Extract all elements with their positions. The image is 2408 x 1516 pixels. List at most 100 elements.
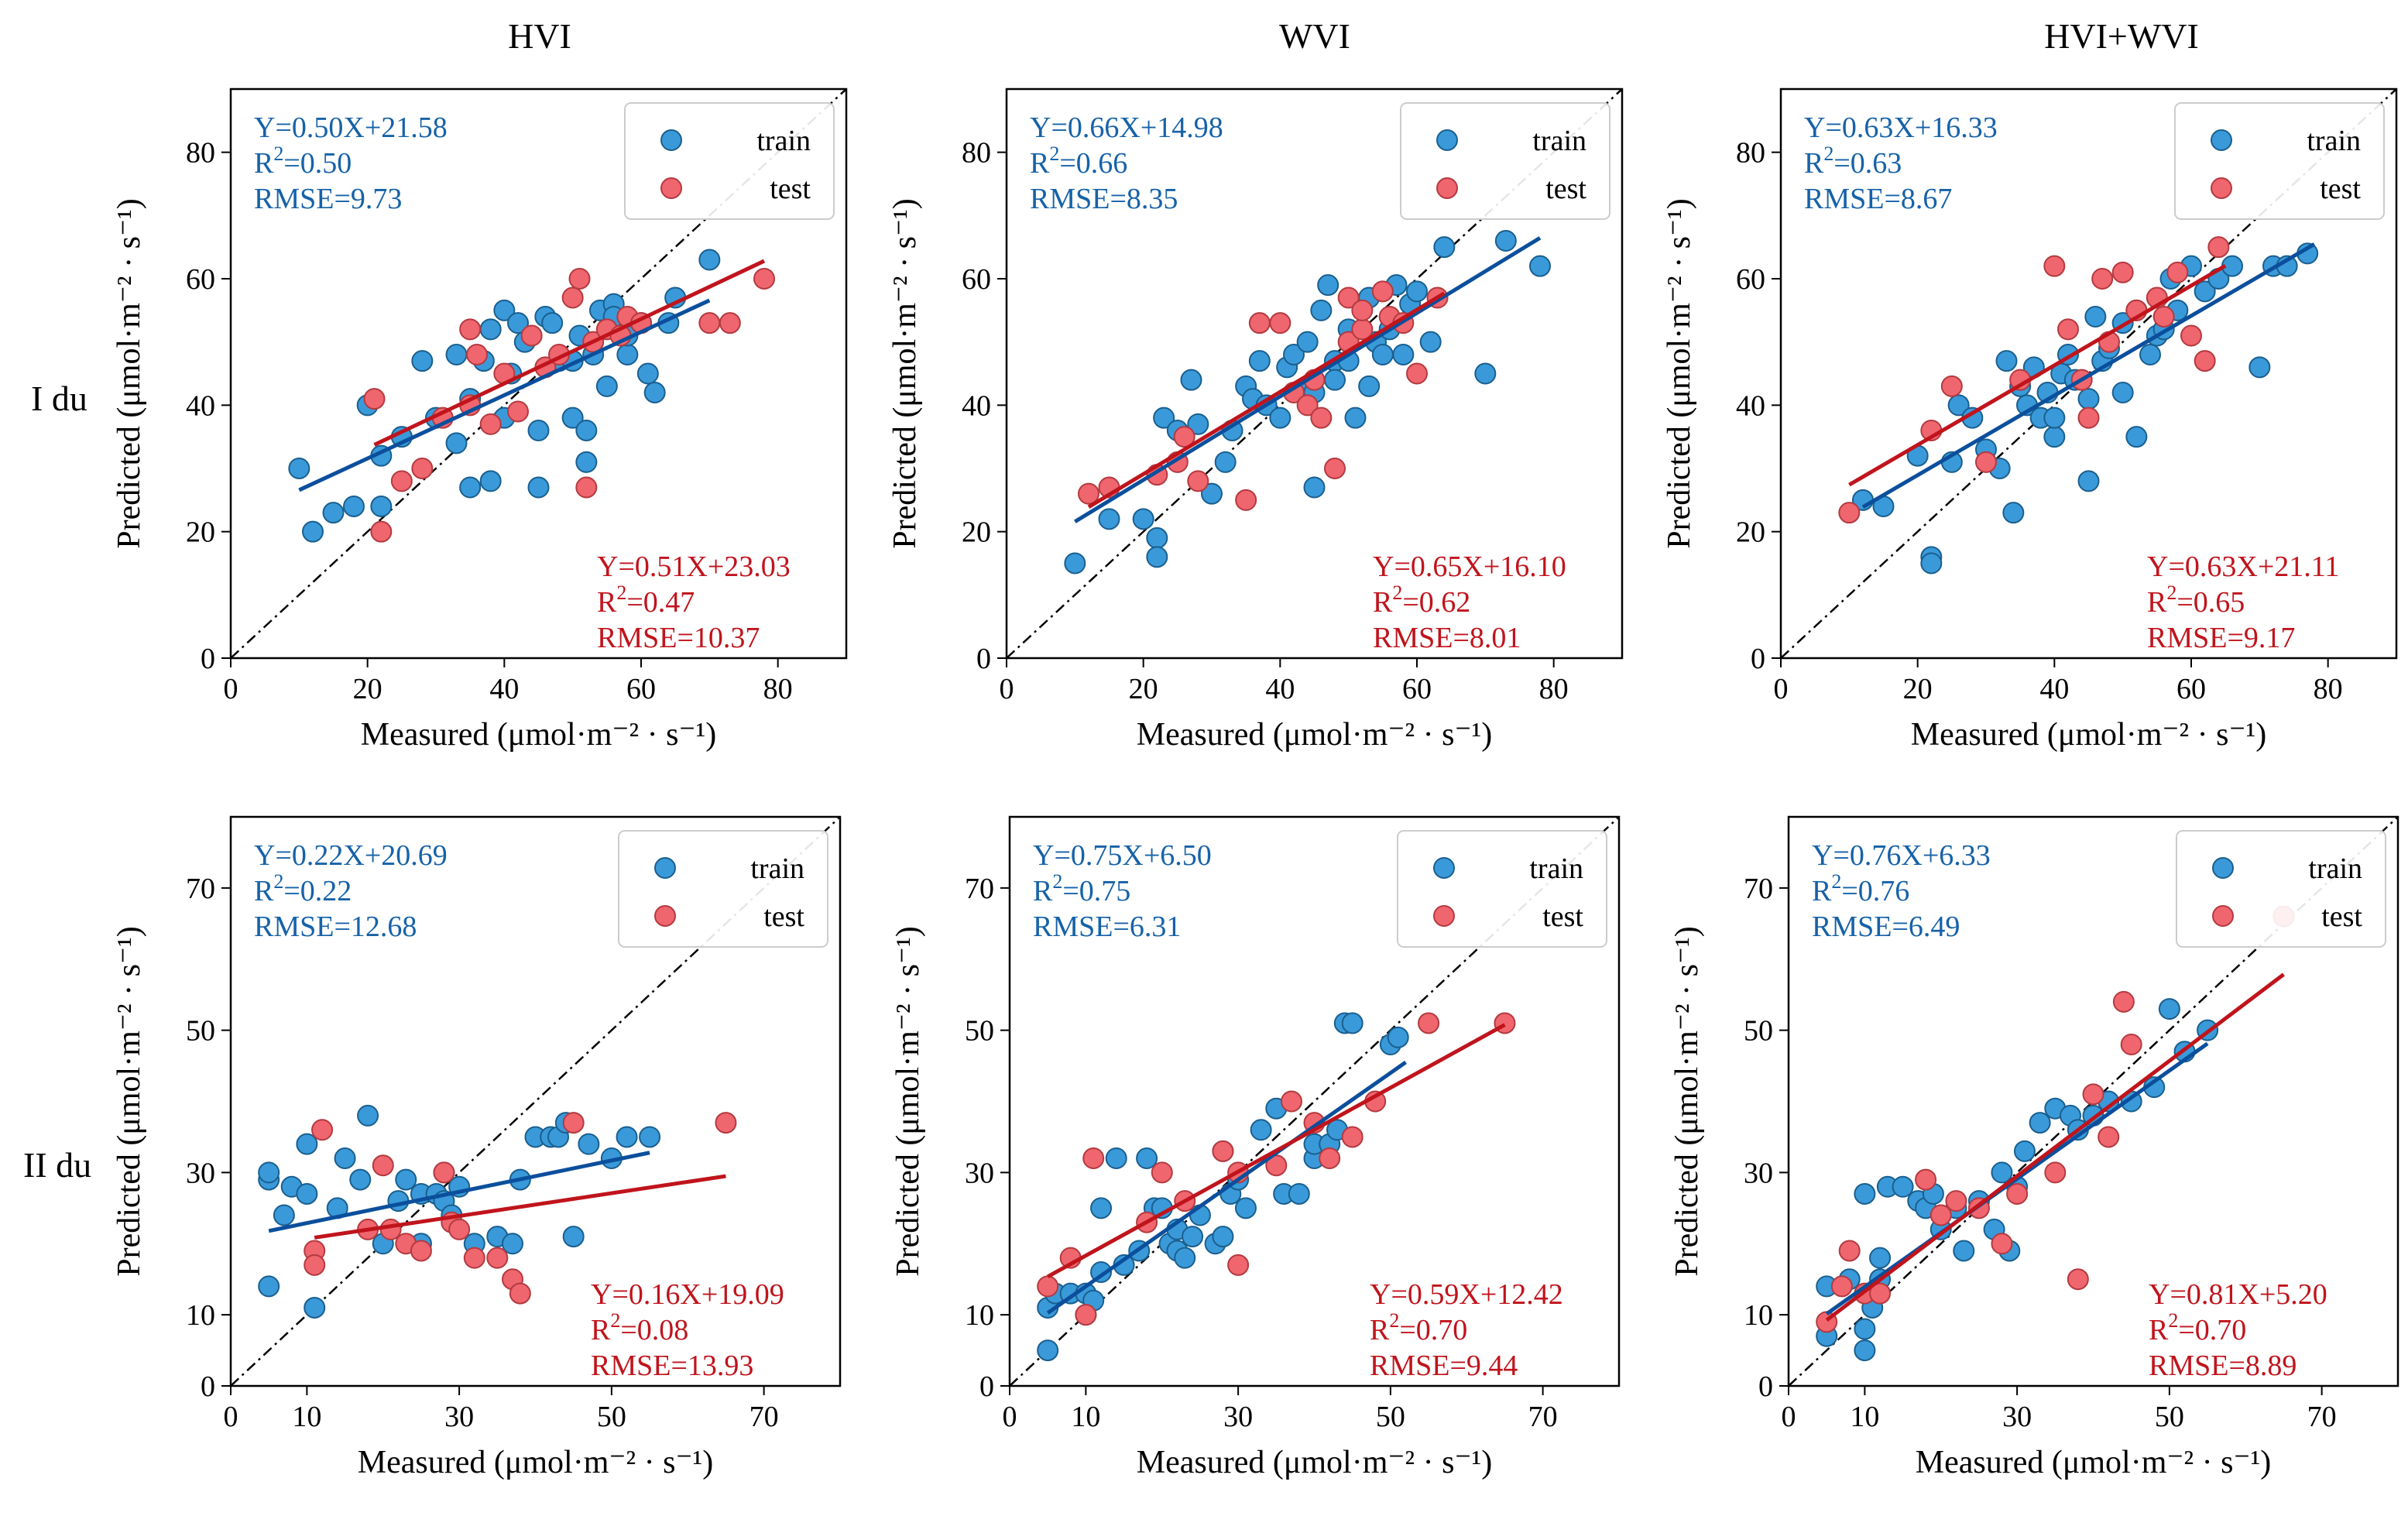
x-tick-label: 40	[489, 673, 519, 705]
train-rmse: RMSE=6.49	[1812, 911, 1960, 943]
legend-train-marker	[660, 129, 682, 151]
legend-test-marker	[2211, 177, 2232, 199]
x-tick-label: 10	[1071, 1401, 1100, 1433]
train-point	[1064, 552, 1086, 575]
train-point	[1341, 1012, 1364, 1034]
y-tick-label: 20	[1736, 516, 1765, 549]
x-tick-label: 30	[1223, 1401, 1253, 1433]
train-point	[1344, 406, 1367, 429]
test-point	[1212, 1140, 1234, 1162]
train-point	[334, 1147, 356, 1169]
y-tick-label: 0	[1758, 1370, 1773, 1403]
x-tick-label: 0	[224, 673, 238, 705]
train-point	[493, 299, 516, 321]
train-point	[2111, 382, 2134, 403]
panel-i-du-hvi: 0 20 40 60 80 0 20 40 60 80 Measured (μmol·m⁻² · s…	[111, 87, 848, 753]
y-tick-label: 30	[186, 1157, 215, 1189]
test-equation: Y=0.81X+5.20	[2149, 1278, 2327, 1311]
legend-train-label: train	[1532, 125, 1586, 157]
test-rmse: RMSE=10.37	[597, 622, 760, 654]
train-point	[616, 1126, 638, 1148]
identity-line	[1010, 817, 1619, 1386]
test-point	[463, 1247, 485, 1269]
train-rmse: RMSE=6.31	[1033, 911, 1181, 943]
test-point	[2180, 324, 2202, 347]
test-point	[1341, 1126, 1364, 1148]
panel-i-du-wvi: 0 20 40 60 80 0 20 40 60 80 Measured (μmol·m⁻² · s…	[887, 87, 1624, 753]
x-tick-label: 80	[2314, 673, 2343, 705]
test-r2: R2=0.62	[1373, 581, 1470, 619]
test-point	[1319, 1147, 1341, 1169]
y-tick-label: 0	[201, 643, 215, 675]
train-fit-line	[268, 1151, 650, 1233]
test-point	[1929, 1204, 1952, 1226]
train-point	[1953, 1240, 1975, 1262]
x-tick-label: 0	[1003, 1401, 1017, 1433]
train-point	[1214, 451, 1237, 473]
test-equation: Y=0.59X+12.42	[1370, 1278, 1563, 1311]
y-tick-label: 40	[962, 389, 991, 422]
x-tick-label: 60	[1402, 673, 1432, 705]
train-point	[1991, 1161, 2013, 1184]
test-point	[1371, 280, 1394, 303]
train-point	[445, 344, 468, 365]
train-point	[1387, 1026, 1409, 1048]
train-rmse: RMSE=12.68	[254, 911, 417, 943]
test-rmse: RMSE=8.89	[2149, 1350, 2297, 1382]
train-point	[1146, 546, 1168, 568]
train-point	[1234, 1197, 1257, 1219]
test-point	[2006, 1182, 2029, 1205]
y-tick-label: 30	[1744, 1157, 1773, 1189]
train-fit-line	[298, 298, 711, 492]
x-tick-label: 30	[2002, 1401, 2032, 1433]
x-tick-label: 60	[2176, 673, 2206, 705]
row-label-i-du: I du	[31, 379, 87, 418]
train-point	[395, 1168, 417, 1191]
x-tick-label: 20	[1129, 673, 1158, 705]
train-point	[1132, 508, 1154, 530]
y-tick-label: 0	[976, 643, 991, 675]
test-point	[509, 1282, 531, 1305]
train-point	[1090, 1197, 1113, 1219]
test-point	[1838, 502, 1861, 524]
x-axis-label: Measured (μmol·m⁻² · s⁻¹)	[1916, 1445, 2271, 1480]
train-point	[1180, 369, 1202, 391]
train-point	[1995, 350, 2018, 372]
legend-train-label: train	[2307, 125, 2361, 157]
train-point	[1201, 482, 1223, 505]
test-point	[2166, 261, 2189, 283]
test-equation: Y=0.16X+19.09	[591, 1278, 784, 1311]
train-point	[1182, 1226, 1204, 1248]
y-tick-label: 10	[1744, 1299, 1773, 1332]
train-r2: R2=0.66	[1030, 142, 1127, 180]
test-point	[1227, 1254, 1250, 1276]
plot-area	[231, 817, 840, 1386]
x-tick-label: 80	[763, 673, 793, 705]
train-rmse: RMSE=8.35	[1030, 183, 1178, 215]
test-point	[1082, 1147, 1105, 1169]
test-equation: Y=0.65X+16.10	[1373, 550, 1566, 583]
train-point	[2158, 998, 2180, 1020]
train-point	[2194, 280, 2216, 303]
train-point	[304, 1296, 326, 1319]
train-point	[2002, 502, 2025, 524]
test-point	[2057, 318, 2079, 341]
y-tick-label: 0	[1751, 643, 1765, 675]
train-point	[1283, 344, 1305, 365]
legend-test-label: test	[1545, 173, 1586, 205]
train-point	[616, 344, 639, 365]
test-point	[1991, 1233, 2013, 1255]
legend-test-marker	[654, 905, 676, 927]
test-point	[1418, 1012, 1440, 1034]
train-point	[1174, 1247, 1196, 1269]
train-point	[343, 496, 365, 517]
plot-area	[1010, 817, 1619, 1386]
y-tick-label: 20	[962, 516, 991, 549]
train-r2: R2=0.63	[1804, 142, 1902, 180]
x-tick-label: 50	[1376, 1401, 1405, 1433]
train-point	[1869, 1247, 1892, 1269]
test-point	[2091, 268, 2114, 290]
test-point	[1406, 362, 1428, 385]
train-point	[1854, 1339, 1876, 1362]
test-point	[698, 312, 721, 334]
